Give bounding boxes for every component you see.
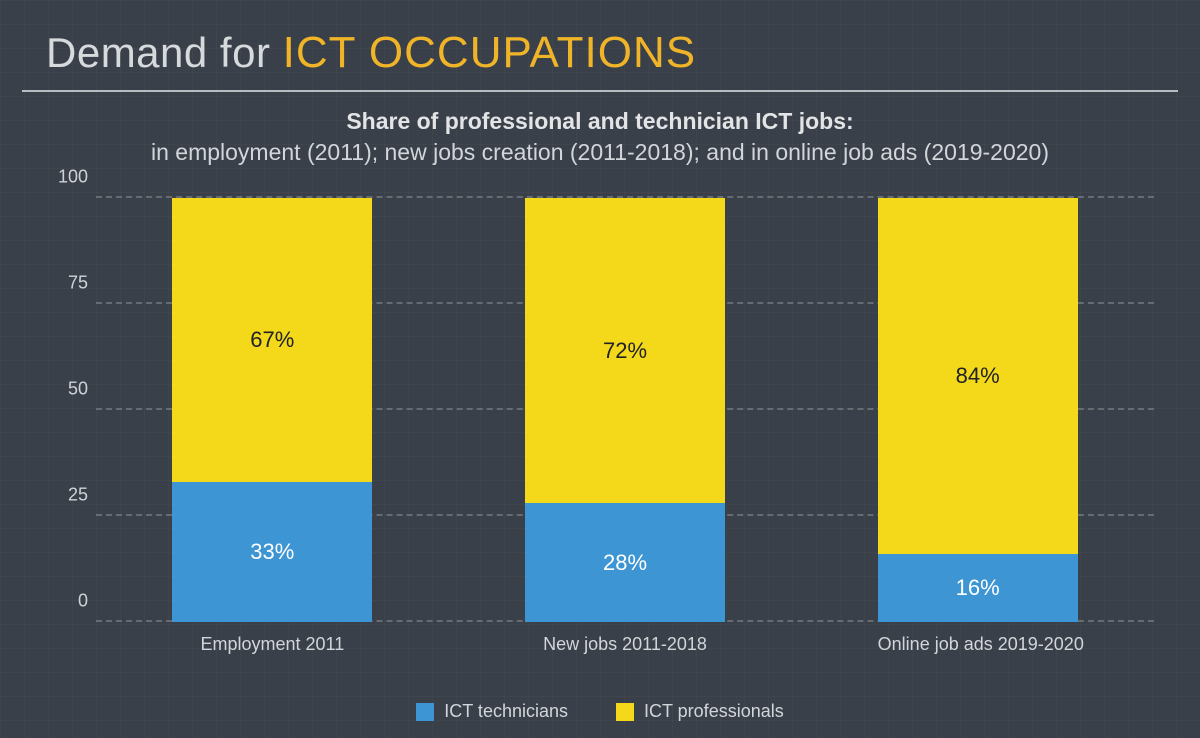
plot-area: 33%67%Employment 2011 28%72%New jobs 2011… [96,198,1154,622]
legend: ICT technicians ICT professionals [0,701,1200,722]
y-tick-label: 25 [46,485,88,506]
category-label: New jobs 2011-2018 [525,634,725,655]
bar-slot: 28%72%New jobs 2011-2018 [449,198,802,622]
title-rule [22,90,1178,92]
bar-segment-professionals: 84% [878,198,1078,554]
bar-segment-professionals: 72% [525,198,725,503]
category-label: Online job ads 2019-2020 [878,634,1078,655]
title-highlight: ICT OCCUPATIONS [283,28,696,77]
stacked-bar: 16%84%Online job ads 2019-2020 [878,198,1078,622]
category-label: Employment 2011 [172,634,372,655]
legend-item: ICT professionals [616,701,784,722]
bar-slot: 33%67%Employment 2011 [96,198,449,622]
bar-slot: 16%84%Online job ads 2019-2020 [801,198,1154,622]
bar-segment-technicians: 28% [525,503,725,622]
y-tick-label: 0 [46,591,88,612]
chart-subtitle: Share of professional and technician ICT… [0,106,1200,168]
subtitle-bold: Share of professional and technician ICT… [0,106,1200,137]
legend-label: ICT professionals [644,701,784,722]
legend-swatch [616,703,634,721]
y-tick-label: 50 [46,379,88,400]
bar-segment-professionals: 67% [172,198,372,482]
stacked-bar: 33%67%Employment 2011 [172,198,372,622]
bars-container: 33%67%Employment 2011 28%72%New jobs 2011… [96,198,1154,622]
chart-area: 0255075100 33%67%Employment 201128%72%Ne… [46,198,1154,668]
legend-label: ICT technicians [444,701,568,722]
y-tick-label: 75 [46,273,88,294]
bar-segment-technicians: 16% [878,554,1078,622]
legend-item: ICT technicians [416,701,568,722]
page-title: Demand for ICT OCCUPATIONS [0,0,1200,80]
y-tick-label: 100 [46,167,88,188]
bar-segment-technicians: 33% [172,482,372,622]
subtitle-light: in employment (2011); new jobs creation … [0,137,1200,168]
stacked-bar: 28%72%New jobs 2011-2018 [525,198,725,622]
legend-swatch [416,703,434,721]
title-prefix: Demand for [46,29,283,76]
